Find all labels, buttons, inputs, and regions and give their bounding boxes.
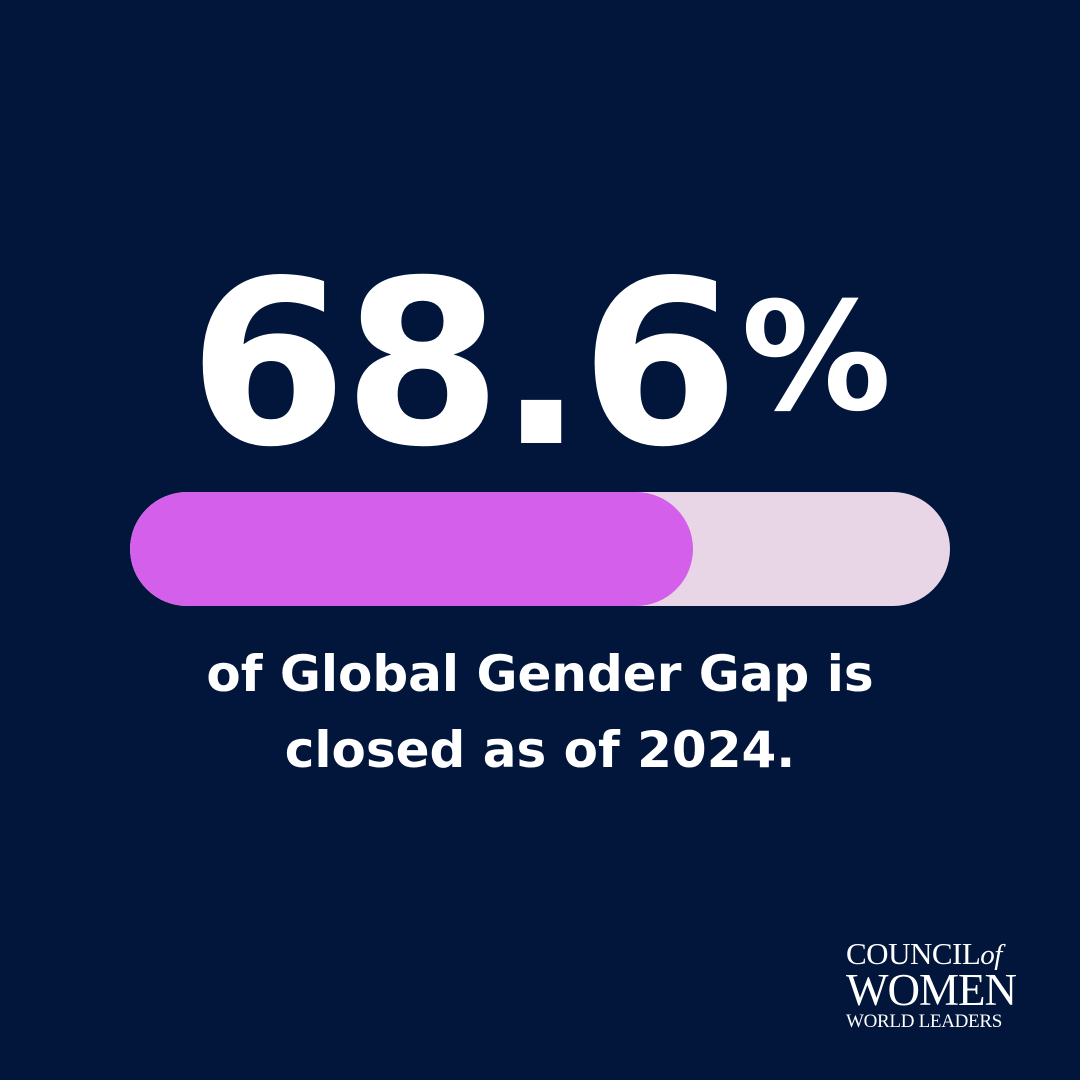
- council-of-women-world-leaders-logo: COUNCILof WOMEN WORLD LEADERS: [846, 938, 1036, 1031]
- logo-words-world-leaders: WORLD LEADERS: [846, 1011, 1003, 1032]
- stat-number: 68.6: [188, 231, 740, 497]
- progress-bar-track: [130, 492, 950, 606]
- logo-line-1: COUNCILof: [846, 938, 1036, 970]
- logo-word-council: COUNCIL: [846, 936, 981, 971]
- stat-percent-sign: %: [741, 271, 892, 445]
- headline-stat: 68.6%: [0, 250, 1080, 478]
- progress-bar-fill: [130, 492, 693, 606]
- caption-line-2: closed as of 2024.: [284, 721, 796, 779]
- caption-line-1: of Global Gender Gap is: [206, 645, 874, 703]
- caption: of Global Gender Gap is closed as of 202…: [0, 636, 1080, 788]
- logo-word-of: of: [980, 939, 1002, 971]
- logo-word-women: WOMEN: [846, 965, 1017, 1015]
